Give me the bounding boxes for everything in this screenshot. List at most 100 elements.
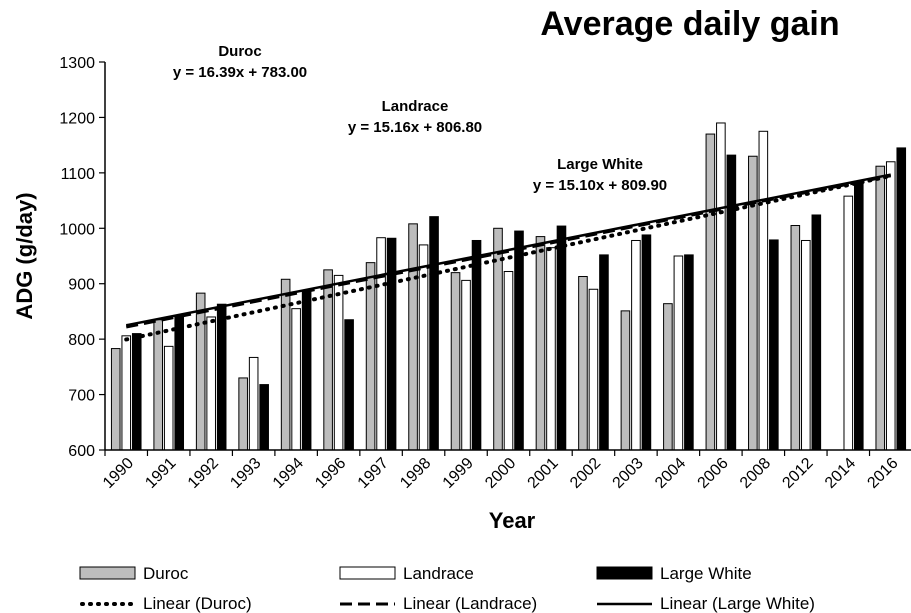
bar-landrace-2012 xyxy=(801,239,811,451)
bar-large-white-2008 xyxy=(769,239,779,451)
trendline-duroc xyxy=(124,173,893,342)
bar-duroc-2002 xyxy=(578,276,588,451)
bar-large-white-2006 xyxy=(726,154,737,451)
bar-large-white-2014 xyxy=(853,180,864,451)
bar-large-white-2012 xyxy=(811,214,822,451)
y-tick-label-1100: 1100 xyxy=(61,166,96,183)
x-tick-label-2003: 2003 xyxy=(610,455,647,492)
x-tick-label-1990: 1990 xyxy=(100,455,137,492)
trend-annotation-landrace-equation: y = 15.16x + 806.80 xyxy=(348,119,482,136)
trend-annotation-landrace-name: Landrace xyxy=(382,98,449,115)
y-tick-label-1000: 1000 xyxy=(59,221,95,238)
bar-duroc-2016 xyxy=(875,165,886,451)
bar-landrace-1991 xyxy=(163,345,174,451)
bar-landrace-2001 xyxy=(546,247,556,451)
bar-landrace-2014 xyxy=(843,195,854,451)
bar-large-white-2003 xyxy=(641,234,652,451)
bar-large-white-1996 xyxy=(344,319,354,451)
bar-large-white-2016 xyxy=(896,147,907,451)
legend: Duroc Landrace Large White Linear (Duroc… xyxy=(79,564,815,613)
bar-landrace-1993 xyxy=(248,356,259,451)
bar-landrace-2002 xyxy=(588,288,599,451)
bar-duroc-2001 xyxy=(535,236,546,451)
bar-duroc-1998 xyxy=(408,223,418,451)
bar-landrace-2003 xyxy=(631,239,641,451)
bar-large-white-1993 xyxy=(259,384,269,451)
y-tick-label-900: 900 xyxy=(68,277,95,294)
bar-large-white-1999 xyxy=(471,239,482,451)
x-tick-label-2004: 2004 xyxy=(652,455,689,492)
trend-annotations: Duroc y = 16.39x + 783.00 Landrace y = 1… xyxy=(173,43,667,194)
x-tick-label-2016: 2016 xyxy=(864,455,901,492)
y-tick-label-800: 800 xyxy=(68,332,95,349)
bar-duroc-1997 xyxy=(365,262,376,451)
legend-label-duroc: Duroc xyxy=(143,564,189,583)
legend-label-large-white: Large White xyxy=(660,564,752,583)
chart-title: Average daily gain xyxy=(540,5,839,43)
x-tick-label-1991: 1991 xyxy=(142,455,179,492)
y-tick-label-1300: 1300 xyxy=(59,55,95,72)
bar-large-white-1991 xyxy=(174,314,185,451)
bar-duroc-1993 xyxy=(238,377,248,451)
bar-large-white-2004 xyxy=(684,254,694,451)
bar-landrace-2000 xyxy=(503,271,514,451)
bar-duroc-1999 xyxy=(450,272,461,451)
x-tick-label-1996: 1996 xyxy=(312,455,349,492)
x-tick-label-1994: 1994 xyxy=(270,455,307,492)
bar-duroc-2003 xyxy=(620,310,631,451)
bar-large-white-2001 xyxy=(556,225,567,451)
y-tick-label-700: 700 xyxy=(68,388,95,405)
bar-duroc-2006 xyxy=(705,133,716,451)
bar-large-white-1990 xyxy=(131,333,142,451)
legend-label-linear-landrace: Linear (Landrace) xyxy=(403,594,537,613)
bar-duroc-2004 xyxy=(663,303,673,451)
bar-landrace-2006 xyxy=(716,122,726,451)
trend-annotation-duroc-equation: y = 16.39x + 783.00 xyxy=(173,64,307,81)
bar-large-white-1994 xyxy=(301,291,312,451)
bar-duroc-1990 xyxy=(110,348,121,451)
bar-landrace-2004 xyxy=(673,255,684,451)
x-tick-label-1997: 1997 xyxy=(355,455,392,492)
bar-large-white-1992 xyxy=(216,303,227,451)
y-tick-label-600: 600 xyxy=(68,443,95,460)
x-tick-label-2012: 2012 xyxy=(779,455,816,492)
bar-large-white-2000 xyxy=(514,230,524,451)
plot-area: 600 700 800 900 1000 1100 1200 1300 1990 1991 1992… xyxy=(59,55,911,492)
legend-label-linear-large-white: Linear (Large White) xyxy=(660,594,815,613)
legend-label-landrace: Landrace xyxy=(403,564,474,583)
x-tick-label-2001: 2001 xyxy=(525,455,562,492)
legend-label-linear-duroc: Linear (Duroc) xyxy=(143,594,252,613)
bar-landrace-1990 xyxy=(121,335,132,451)
x-axis-label: Year xyxy=(489,508,536,533)
x-tick-label-2000: 2000 xyxy=(482,455,519,492)
trend-annotation-duroc-name: Duroc xyxy=(218,43,261,60)
trend-annotation-largewhite-name: Large White xyxy=(557,156,643,173)
x-tick-label-2008: 2008 xyxy=(737,455,774,492)
bar-landrace-1994 xyxy=(291,308,301,451)
bar-duroc-1991 xyxy=(153,319,164,451)
trendline-large-white xyxy=(125,173,892,327)
bar-landrace-2008 xyxy=(758,130,769,451)
y-tick-label-1200: 1200 xyxy=(59,110,95,127)
x-tick-label-2002: 2002 xyxy=(567,455,604,492)
x-tick-label-2006: 2006 xyxy=(695,455,732,492)
bar-landrace-1997 xyxy=(376,237,386,451)
bar-landrace-1996 xyxy=(333,274,344,451)
y-axis-label: ADG (g/day) xyxy=(12,192,37,319)
x-tick-label-1999: 1999 xyxy=(440,455,477,492)
x-tick-label-1993: 1993 xyxy=(227,455,264,492)
x-tick-label-1998: 1998 xyxy=(397,455,434,492)
bar-large-white-1998 xyxy=(429,216,439,451)
bar-landrace-1992 xyxy=(206,316,216,451)
x-tick-label-2014: 2014 xyxy=(822,455,859,492)
bar-large-white-1997 xyxy=(386,237,397,451)
trend-annotation-largewhite-equation: y = 15.10x + 809.90 xyxy=(533,177,667,194)
bar-duroc-1992 xyxy=(195,292,206,451)
bar-landrace-1999 xyxy=(461,279,471,451)
x-tick-label-1992: 1992 xyxy=(185,455,222,492)
legend-swatch-landrace xyxy=(339,566,396,580)
legend-swatch-duroc xyxy=(79,566,136,580)
legend-swatch-large-white xyxy=(596,566,653,580)
bar-duroc-2012 xyxy=(790,225,801,451)
